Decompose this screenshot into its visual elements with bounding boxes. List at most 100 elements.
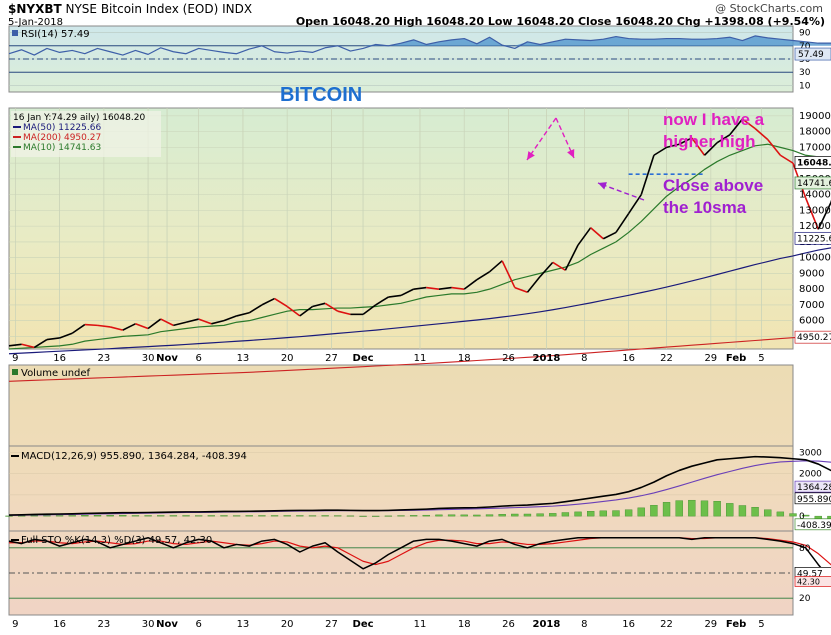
price-tick-13: 18000 (799, 127, 831, 138)
x-axis-bottom-tick-16: 22 (660, 619, 673, 630)
chart-title: $NYXBT NYSE Bitcoin Index (EOD) INDX (8, 2, 252, 16)
macd-histogram-bar (511, 513, 519, 517)
ohlc-readout: Open 16048.20 High 16048.20 Low 16048.20… (295, 15, 825, 28)
macd-tick-0: 0 (799, 512, 805, 522)
x-axis-bottom-tick-17: 29 (704, 619, 717, 630)
price-segment (577, 227, 592, 246)
x-axis-top-tick-19: 5 (758, 353, 764, 364)
price-segment (438, 286, 452, 290)
x-axis-bottom-tick-3: 30 (142, 619, 155, 630)
ma200-line (8, 336, 831, 382)
macd-histogram-bar (232, 515, 241, 517)
sto-k-line (8, 536, 831, 581)
x-axis-top-tick-16: 22 (660, 353, 673, 364)
macd-histogram-bar (106, 515, 114, 517)
x-axis-top-tick-12: 26 (502, 353, 515, 364)
price-segment (526, 276, 541, 293)
price-segment (564, 244, 579, 271)
x-axis-bottom-tick-10: 11 (414, 619, 427, 630)
price-tick-9: 14000 (799, 190, 831, 201)
x-axis-top-tick-18: Feb (726, 353, 746, 364)
macd-histogram-bar (43, 515, 51, 517)
price-tick-7: 12000 (799, 221, 831, 232)
price-segment (59, 332, 73, 339)
price-value-box-0 (794, 156, 831, 169)
macd-histogram-bar (599, 510, 607, 517)
price-segment (84, 323, 98, 327)
price-legend-ma200: MA(200) 4950.27 (23, 133, 101, 143)
macd-histogram-bar (612, 510, 620, 517)
price-segment (539, 261, 554, 278)
sto-value-label-0: 49.57 (797, 569, 823, 579)
macd-histogram-bar (384, 515, 393, 517)
volume-legend: Volume undef (21, 368, 91, 379)
macd-histogram-bar (700, 500, 709, 517)
x-axis-top-tick-11: 18 (458, 353, 471, 364)
macd-histogram-bar (751, 507, 759, 517)
macd-histogram-bar (713, 501, 721, 517)
macd-histogram-bar (435, 514, 443, 517)
macd-histogram-bar (422, 514, 430, 517)
price-segment (741, 118, 756, 130)
price-tick-4: 9000 (799, 268, 824, 279)
x-axis-top-tick-14: 8 (581, 353, 587, 364)
x-axis-bottom-tick-1: 16 (53, 619, 66, 630)
x-axis-top-tick-0: 9 (12, 353, 18, 364)
price-segment (666, 143, 680, 149)
macd-histogram-bar (296, 515, 304, 517)
price-segment (413, 286, 427, 290)
macd-tick-2: 2000 (799, 470, 822, 480)
macd-histogram-bar (776, 511, 785, 517)
rsi-value-box (794, 47, 831, 61)
price-segment (261, 297, 275, 306)
x-axis-top-tick-3: 30 (142, 353, 155, 364)
price-segment (488, 260, 503, 273)
macd-histogram-bar (764, 509, 772, 517)
macd-histogram-bar (409, 515, 418, 517)
x-axis-bottom-tick-14: 8 (581, 619, 587, 630)
macd-histogram-bar (498, 514, 506, 517)
ma10-line (8, 143, 831, 350)
x-axis-bottom-tick-12: 26 (502, 619, 515, 630)
price-segment (627, 194, 642, 214)
macd-histogram-bar (258, 515, 266, 517)
price-segment (678, 137, 693, 145)
price-segment (147, 318, 162, 330)
price-segment (691, 137, 706, 156)
macd-histogram-bar (207, 515, 215, 517)
rsi-tick-3: 70 (799, 42, 811, 52)
macd-histogram-bar (334, 515, 342, 517)
macd-histogram-bar (574, 511, 582, 517)
macd-histogram-bar (675, 500, 683, 517)
macd-histogram-bar (359, 515, 367, 517)
price-tick-14: 19000 (799, 111, 831, 122)
macd-histogram-bar (346, 515, 355, 517)
rsi-value-label: 57.49 (798, 50, 824, 60)
macd-histogram-bar (157, 515, 165, 517)
macd-value-label-0: 1364.28 (797, 483, 831, 493)
price-tick-8: 13000 (799, 205, 831, 216)
price-segment (324, 302, 339, 312)
x-axis-bottom-tick-15: 16 (622, 619, 635, 630)
macd-histogram-bar (485, 514, 494, 517)
sto-d-line (9, 537, 831, 566)
x-axis-bottom-tick-13: 2018 (532, 619, 560, 630)
price-segment (274, 297, 288, 308)
price-segment (71, 323, 86, 334)
macd-histogram-bar (789, 513, 797, 517)
price-segment (362, 304, 377, 315)
symbol: $NYXBT (8, 2, 62, 16)
x-axis-top-tick-5: 6 (195, 353, 201, 364)
price-segment (602, 231, 617, 240)
x-axis-bottom-tick-11: 18 (458, 619, 471, 630)
price-segment (615, 213, 630, 233)
price-segment (729, 118, 744, 136)
close-above-annotation: Close above the 10sma (663, 176, 764, 217)
price-value-box-2 (794, 231, 831, 245)
macd-histogram-bar (662, 502, 671, 517)
price-segment (160, 318, 174, 327)
rsi-legend: RSI(14) 57.49 (21, 29, 90, 40)
macd-histogram-bar (55, 515, 64, 517)
x-axis-bottom-tick-0: 9 (12, 619, 18, 630)
